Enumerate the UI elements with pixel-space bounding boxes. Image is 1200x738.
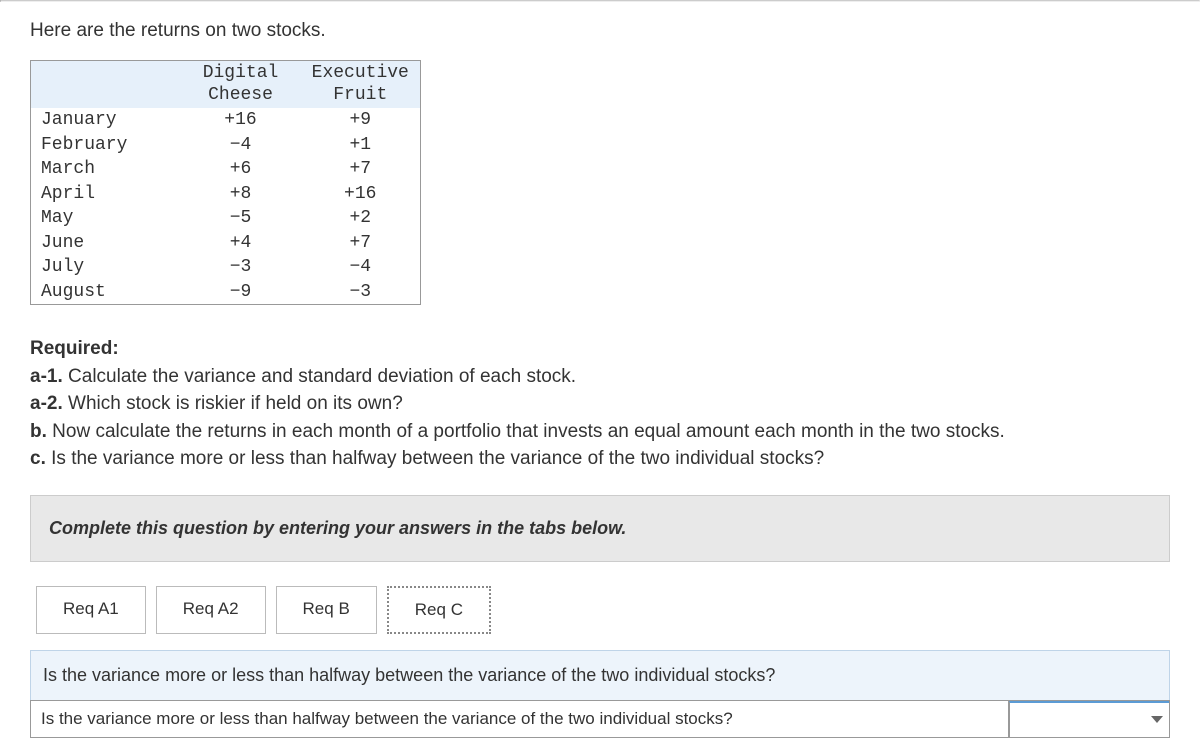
ef-cell: −3 xyxy=(301,280,421,305)
table-row: August−9−3 xyxy=(31,280,421,305)
dc-cell: −3 xyxy=(181,255,301,280)
required-item: a-2. Which stock is riskier if held on i… xyxy=(30,390,1170,418)
answer-row: Is the variance more or less than halfwa… xyxy=(30,700,1170,738)
page-container: Here are the returns on two stocks. Digi… xyxy=(0,2,1200,738)
required-list: a-1. Calculate the variance and standard… xyxy=(30,363,1170,473)
ef-cell: +1 xyxy=(301,133,421,158)
dc-cell: +8 xyxy=(181,182,301,207)
required-heading: Required: xyxy=(30,338,119,359)
month-cell: March xyxy=(31,157,181,182)
month-cell: April xyxy=(31,182,181,207)
table-row: April+8+16 xyxy=(31,182,421,207)
header-line: Cheese xyxy=(208,85,273,105)
required-item-label: b. xyxy=(30,421,47,442)
required-item-text: Is the variance more or less than halfwa… xyxy=(46,448,824,469)
month-cell: January xyxy=(31,108,181,133)
ef-cell: +7 xyxy=(301,157,421,182)
month-cell: June xyxy=(31,231,181,256)
answer-label: Is the variance more or less than halfwa… xyxy=(31,701,1009,737)
dc-cell: −9 xyxy=(181,280,301,305)
month-cell: February xyxy=(31,133,181,158)
tab-req-a1[interactable]: Req A1 xyxy=(36,586,146,634)
required-item-text: Which stock is riskier if held on its ow… xyxy=(63,393,403,414)
chevron-down-icon xyxy=(1151,716,1163,723)
required-item-text: Now calculate the returns in each month … xyxy=(47,421,1005,442)
ef-cell: +2 xyxy=(301,206,421,231)
tabs-row: Req A1Req A2Req BReq C xyxy=(30,586,1170,634)
answer-dropdown[interactable] xyxy=(1009,701,1169,737)
table-row: January+16+9 xyxy=(31,108,421,133)
ef-cell: +9 xyxy=(301,108,421,133)
instruction-box: Complete this question by entering your … xyxy=(30,495,1170,562)
table-row: June+4+7 xyxy=(31,231,421,256)
required-item-label: a-2. xyxy=(30,393,63,414)
ef-cell: +7 xyxy=(301,231,421,256)
header-line: Digital xyxy=(203,63,279,83)
required-item-label: c. xyxy=(30,448,46,469)
intro-text: Here are the returns on two stocks. xyxy=(30,20,1170,42)
required-item: c. Is the variance more or less than hal… xyxy=(30,445,1170,473)
table-header-ef: Executive Fruit xyxy=(301,61,421,109)
ef-cell: +16 xyxy=(301,182,421,207)
required-item-label: a-1. xyxy=(30,366,63,387)
table-row: May−5+2 xyxy=(31,206,421,231)
returns-table: Digital Cheese Executive Fruit January+1… xyxy=(30,60,421,305)
month-cell: July xyxy=(31,255,181,280)
required-item: b. Now calculate the returns in each mon… xyxy=(30,418,1170,446)
table-body: January+16+9February−4+1March+6+7April+8… xyxy=(31,108,421,305)
month-cell: August xyxy=(31,280,181,305)
required-item: a-1. Calculate the variance and standard… xyxy=(30,363,1170,391)
table-row: July−3−4 xyxy=(31,255,421,280)
required-item-text: Calculate the variance and standard devi… xyxy=(63,366,576,387)
header-line: Fruit xyxy=(333,85,387,105)
table-row: March+6+7 xyxy=(31,157,421,182)
ef-cell: −4 xyxy=(301,255,421,280)
dc-cell: −4 xyxy=(181,133,301,158)
dc-cell: +16 xyxy=(181,108,301,133)
table-row: February−4+1 xyxy=(31,133,421,158)
table-header-blank xyxy=(31,61,181,109)
table-header-dc: Digital Cheese xyxy=(181,61,301,109)
tab-req-b[interactable]: Req B xyxy=(276,586,377,634)
dc-cell: +4 xyxy=(181,231,301,256)
month-cell: May xyxy=(31,206,181,231)
required-block: Required: a-1. Calculate the variance an… xyxy=(30,335,1170,473)
tab-req-c[interactable]: Req C xyxy=(387,586,491,634)
tab-req-a2[interactable]: Req A2 xyxy=(156,586,266,634)
dc-cell: −5 xyxy=(181,206,301,231)
header-line: Executive xyxy=(312,63,409,83)
dc-cell: +6 xyxy=(181,157,301,182)
question-bar: Is the variance more or less than halfwa… xyxy=(30,650,1170,700)
